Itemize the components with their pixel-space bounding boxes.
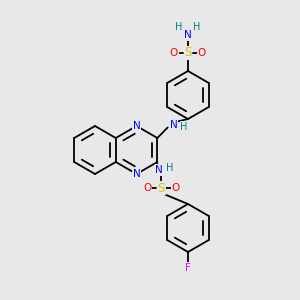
Text: N: N	[184, 30, 192, 40]
Text: H: H	[166, 163, 173, 173]
Text: N: N	[133, 169, 140, 179]
Text: F: F	[185, 263, 191, 273]
Text: H: H	[180, 122, 188, 131]
Text: H: H	[175, 22, 183, 32]
Text: O: O	[170, 48, 178, 58]
Text: H: H	[193, 22, 201, 32]
Text: N: N	[155, 165, 163, 175]
Text: O: O	[143, 183, 152, 193]
Text: O: O	[171, 183, 179, 193]
Text: S: S	[158, 182, 165, 194]
Text: S: S	[184, 46, 192, 59]
Text: N: N	[170, 119, 178, 130]
Text: N: N	[133, 121, 140, 131]
Text: O: O	[198, 48, 206, 58]
